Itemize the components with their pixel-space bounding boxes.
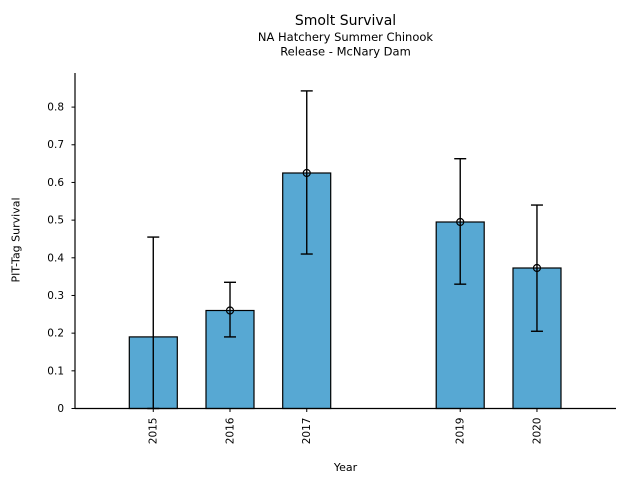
plot-area: 0 0.1 0.2 0.3 0.4 0.5 0.6 0.7 0.8 2015 2016 2017 201… bbox=[47, 73, 616, 444]
point-marker-2016 bbox=[225, 306, 235, 315]
point-marker-2019 bbox=[456, 217, 465, 227]
y-tick-label-0.8: 0.8 bbox=[47, 102, 64, 114]
y-tick-label-0.4: 0.4 bbox=[47, 252, 64, 264]
x-tick-label-2019: 2019 bbox=[455, 418, 467, 445]
y-tick-label-0: 0 bbox=[57, 403, 64, 415]
y-tick-label-0.5: 0.5 bbox=[47, 215, 64, 227]
chart-subtitle-line1: NA Hatchery Summer Chinook bbox=[258, 30, 434, 44]
chart-title: Smolt Survival bbox=[295, 13, 396, 29]
y-tick-label-0.2: 0.2 bbox=[47, 328, 64, 340]
y-tick-label-0.3: 0.3 bbox=[47, 290, 64, 302]
x-tick-label-2020: 2020 bbox=[531, 418, 543, 445]
y-tick-label-0.7: 0.7 bbox=[47, 139, 64, 151]
y-tick-label-0.6: 0.6 bbox=[47, 177, 64, 189]
x-axis-label: Year bbox=[333, 461, 358, 474]
x-tick-label-2015: 2015 bbox=[148, 418, 160, 445]
point-marker-2017 bbox=[302, 168, 311, 178]
y-axis-label: PIT-Tag Survival bbox=[10, 197, 23, 282]
point-marker-2020 bbox=[532, 263, 542, 273]
chart-subtitle-line2: Release - McNary Dam bbox=[280, 45, 411, 59]
x-tick-label-2017: 2017 bbox=[301, 418, 313, 445]
x-tick-label-2016: 2016 bbox=[224, 417, 236, 444]
y-tick-label-0.1: 0.1 bbox=[47, 365, 64, 377]
